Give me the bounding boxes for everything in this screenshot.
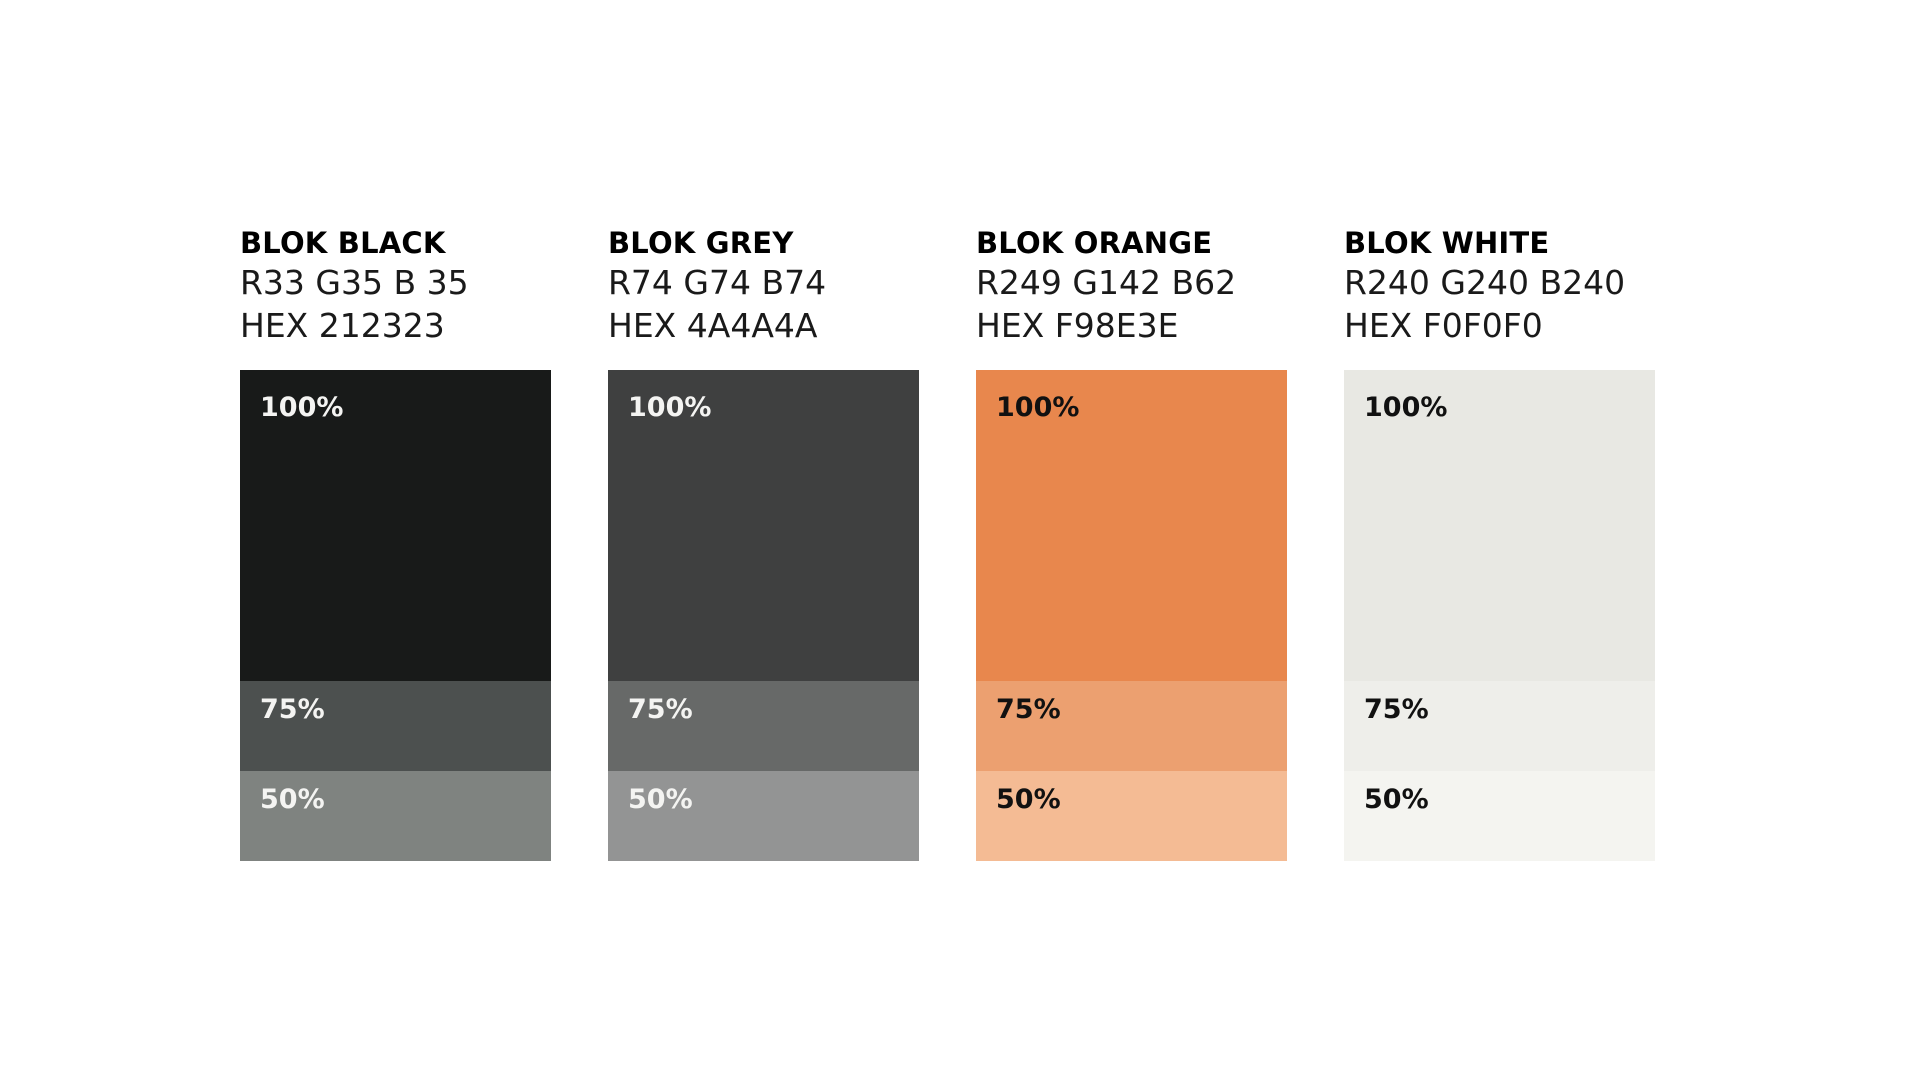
- tint-75-swatch: 75%: [1344, 681, 1655, 771]
- tint-100-swatch: 100%: [240, 370, 551, 681]
- tint-75-label: 75%: [628, 694, 693, 725]
- tint-100-swatch: 100%: [976, 370, 1287, 681]
- hex-value: HEX 212323: [240, 306, 445, 345]
- rgb-value: R240 G240 B240: [1344, 263, 1626, 302]
- tint-75-swatch: 75%: [240, 681, 551, 771]
- hex-value: HEX F0F0F0: [1344, 306, 1543, 345]
- tint-50-label: 50%: [628, 784, 693, 815]
- tint-75-label: 75%: [260, 694, 325, 725]
- tint-100-label: 100%: [260, 392, 344, 423]
- tint-100-swatch: 100%: [1344, 370, 1655, 681]
- rgb-value: R33 G35 B 35: [240, 263, 469, 302]
- color-name: BLOK WHITE: [1344, 226, 1550, 260]
- swatch-group-black: BLOK BLACK R33 G35 B 35 HEX 212323 100% …: [240, 226, 551, 861]
- rgb-value: R249 G142 B62: [976, 263, 1237, 302]
- tint-50-label: 50%: [1364, 784, 1429, 815]
- rgb-value: R74 G74 B74: [608, 263, 827, 302]
- tint-50-label: 50%: [996, 784, 1061, 815]
- tint-stack: 100% 75% 50%: [1344, 370, 1655, 861]
- tint-100-swatch: 100%: [608, 370, 919, 681]
- tint-50-swatch: 50%: [608, 771, 919, 861]
- tint-100-label: 100%: [996, 392, 1080, 423]
- tint-stack: 100% 75% 50%: [976, 370, 1287, 861]
- tint-stack: 100% 75% 50%: [608, 370, 919, 861]
- tint-50-swatch: 50%: [1344, 771, 1655, 861]
- tint-50-swatch: 50%: [976, 771, 1287, 861]
- tint-75-swatch: 75%: [976, 681, 1287, 771]
- tint-stack: 100% 75% 50%: [240, 370, 551, 861]
- color-name: BLOK ORANGE: [976, 226, 1213, 260]
- tint-75-label: 75%: [1364, 694, 1429, 725]
- swatch-group-grey: BLOK GREY R74 G74 B74 HEX 4A4A4A 100% 75…: [608, 226, 919, 861]
- swatch-group-orange: BLOK ORANGE R249 G142 B62 HEX F98E3E 100…: [976, 226, 1287, 861]
- tint-100-label: 100%: [1364, 392, 1448, 423]
- color-name: BLOK BLACK: [240, 226, 446, 260]
- tint-75-label: 75%: [996, 694, 1061, 725]
- tint-50-swatch: 50%: [240, 771, 551, 861]
- hex-value: HEX 4A4A4A: [608, 306, 818, 345]
- swatch-group-white: BLOK WHITE R240 G240 B240 HEX F0F0F0 100…: [1344, 226, 1655, 861]
- color-name: BLOK GREY: [608, 226, 794, 260]
- tint-100-label: 100%: [628, 392, 712, 423]
- tint-50-label: 50%: [260, 784, 325, 815]
- color-palette: BLOK BLACK R33 G35 B 35 HEX 212323 100% …: [240, 226, 1655, 861]
- tint-75-swatch: 75%: [608, 681, 919, 771]
- hex-value: HEX F98E3E: [976, 306, 1179, 345]
